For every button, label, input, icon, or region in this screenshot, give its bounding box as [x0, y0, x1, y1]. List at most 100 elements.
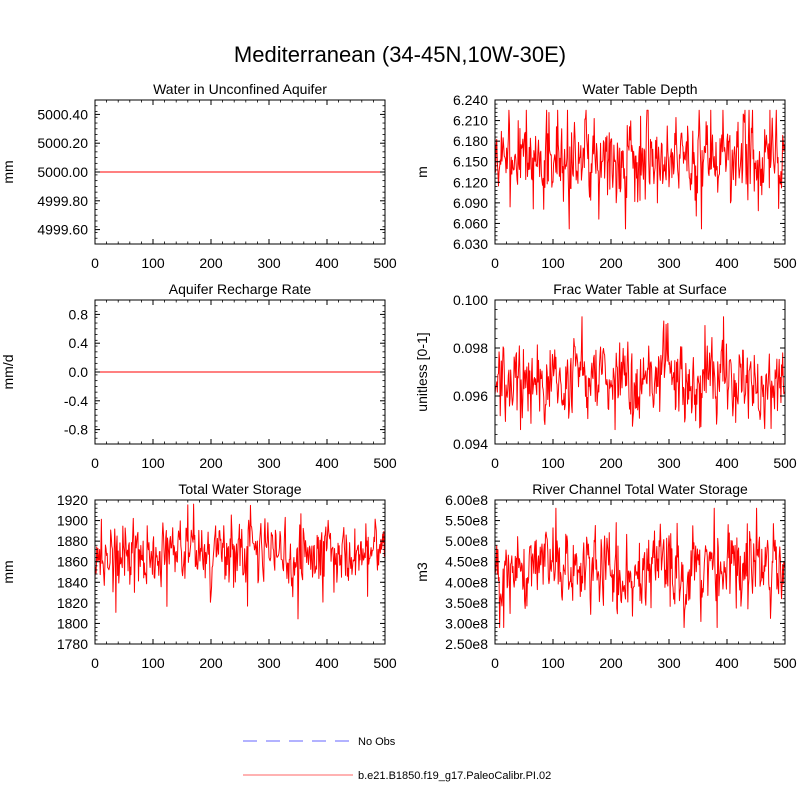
plot-frame	[494, 99, 786, 245]
x-tick-label: 100	[141, 655, 165, 671]
chart-title: Frac Water Table at Surface	[553, 281, 727, 297]
x-tick-label: 400	[315, 455, 339, 471]
x-tick-label: 300	[657, 655, 681, 671]
y-tick-label: 1840	[57, 574, 88, 590]
x-tick-label: 200	[199, 255, 223, 271]
y-tick-label: 0.0	[69, 364, 89, 380]
x-tick-label: 0	[91, 255, 99, 271]
y-tick-label: 1780	[57, 636, 88, 652]
y-tick-label: -0.4	[64, 393, 88, 409]
chart-title: River Channel Total Water Storage	[532, 481, 748, 497]
y-tick-label: 6.180	[453, 133, 488, 149]
y-tick-label: 4999.80	[37, 193, 88, 209]
y-axis-label: m3	[414, 562, 430, 582]
x-tick-label: 300	[257, 455, 281, 471]
x-tick-label: 200	[599, 655, 623, 671]
y-tick-label: 1920	[57, 492, 88, 508]
x-tick-label: 0	[91, 655, 99, 671]
y-tick-label: 5000.20	[37, 135, 88, 151]
y-tick-label: 4.50e8	[445, 554, 488, 570]
x-tick-label: 500	[373, 255, 397, 271]
x-tick-label: 100	[541, 455, 565, 471]
y-tick-label: 3.00e8	[445, 615, 488, 631]
y-tick-label: 2.50e8	[445, 636, 488, 652]
x-tick-label: 400	[715, 455, 739, 471]
x-tick-label: 400	[715, 255, 739, 271]
legend: No Obs b.e21.B1850.f19_g17.PaleoCalibr.P…	[243, 736, 551, 782]
y-tick-label: 0.098	[453, 340, 488, 356]
y-tick-label: 1800	[57, 615, 88, 631]
y-axis-label: m	[414, 166, 430, 178]
y-axis-label: mm	[0, 160, 16, 183]
y-tick-label: 6.090	[453, 195, 488, 211]
chart-panel-1: Water in Unconfined Aquifer 0 100 200 300 400…	[0, 81, 397, 271]
series-line	[494, 507, 785, 629]
x-tick-label: 0	[491, 655, 499, 671]
y-tick-label: 6.210	[453, 113, 488, 129]
series-line	[94, 503, 385, 620]
chart-title: Total Water Storage	[178, 481, 301, 497]
x-tick-label: 300	[657, 455, 681, 471]
y-tick-label: 6.150	[453, 154, 488, 170]
x-tick-label: 500	[773, 655, 797, 671]
y-tick-label: 4999.60	[37, 222, 88, 238]
x-tick-label: 200	[599, 255, 623, 271]
x-tick-label: 0	[491, 255, 499, 271]
y-tick-label: 6.060	[453, 215, 488, 231]
series-line	[494, 109, 785, 230]
chart-panel-3: Aquifer Recharge Rate 0 100 200 300 400 500 -0.…	[0, 281, 397, 471]
y-tick-label: 1820	[57, 595, 88, 611]
x-tick-label: 200	[599, 455, 623, 471]
y-tick-label: 6.120	[453, 174, 488, 190]
y-tick-label: 5.00e8	[445, 533, 488, 549]
x-tick-label: 300	[257, 255, 281, 271]
x-tick-label: 400	[315, 655, 339, 671]
x-tick-label: 0	[91, 455, 99, 471]
y-tick-label: 5.50e8	[445, 513, 488, 529]
y-tick-label: 6.030	[453, 236, 488, 252]
series-line	[494, 316, 785, 431]
y-tick-label: 3.50e8	[445, 595, 488, 611]
y-tick-label: 6.240	[453, 92, 488, 108]
y-tick-label: 0.096	[453, 388, 488, 404]
x-tick-label: 300	[657, 255, 681, 271]
y-tick-label: 0.100	[453, 292, 488, 308]
x-tick-label: 400	[715, 655, 739, 671]
y-tick-label: 1900	[57, 513, 88, 529]
x-tick-label: 500	[373, 455, 397, 471]
y-tick-label: 4.00e8	[445, 574, 488, 590]
y-tick-label: 1860	[57, 554, 88, 570]
x-tick-label: 500	[773, 255, 797, 271]
figure-title: Mediterranean (34-45N,10W-30E)	[234, 42, 566, 67]
x-tick-label: 200	[199, 455, 223, 471]
x-tick-label: 200	[199, 655, 223, 671]
legend-model-label: b.e21.B1850.f19_g17.PaleoCalibr.PI.02	[358, 770, 551, 782]
chart-title: Water Table Depth	[582, 81, 697, 97]
plot-frame	[494, 499, 786, 645]
x-tick-label: 100	[141, 455, 165, 471]
x-tick-label: 100	[541, 655, 565, 671]
y-axis-label: mm	[0, 560, 16, 583]
x-tick-label: 500	[773, 455, 797, 471]
x-tick-label: 0	[491, 455, 499, 471]
plot-frame	[94, 499, 386, 645]
x-tick-label: 400	[315, 255, 339, 271]
y-axis-label: mm/d	[0, 355, 16, 390]
y-tick-label: 5000.00	[37, 164, 88, 180]
y-tick-label: 0.094	[453, 436, 488, 452]
chart-panel-4: Frac Water Table at Surface 0 100 200 300 400…	[414, 281, 797, 471]
chart-title: Water in Unconfined Aquifer	[153, 81, 327, 97]
x-tick-label: 500	[373, 655, 397, 671]
x-tick-label: 100	[141, 255, 165, 271]
y-tick-label: 0.4	[69, 335, 89, 351]
chart-title: Aquifer Recharge Rate	[169, 281, 312, 297]
y-tick-label: 0.8	[69, 306, 89, 322]
x-tick-label: 100	[541, 255, 565, 271]
x-tick-label: 300	[257, 655, 281, 671]
chart-panel-5: Total Water Storage 0 100 200 300 400 500 1780 1…	[0, 481, 397, 671]
chart-panel-6: River Channel Total Water Storage 0 100 200…	[414, 481, 797, 671]
panels: Water in Unconfined Aquifer 0 100 200 300 400…	[0, 81, 797, 671]
y-axis-label: unitless [0-1]	[414, 332, 430, 411]
y-tick-label: -0.8	[64, 422, 88, 438]
